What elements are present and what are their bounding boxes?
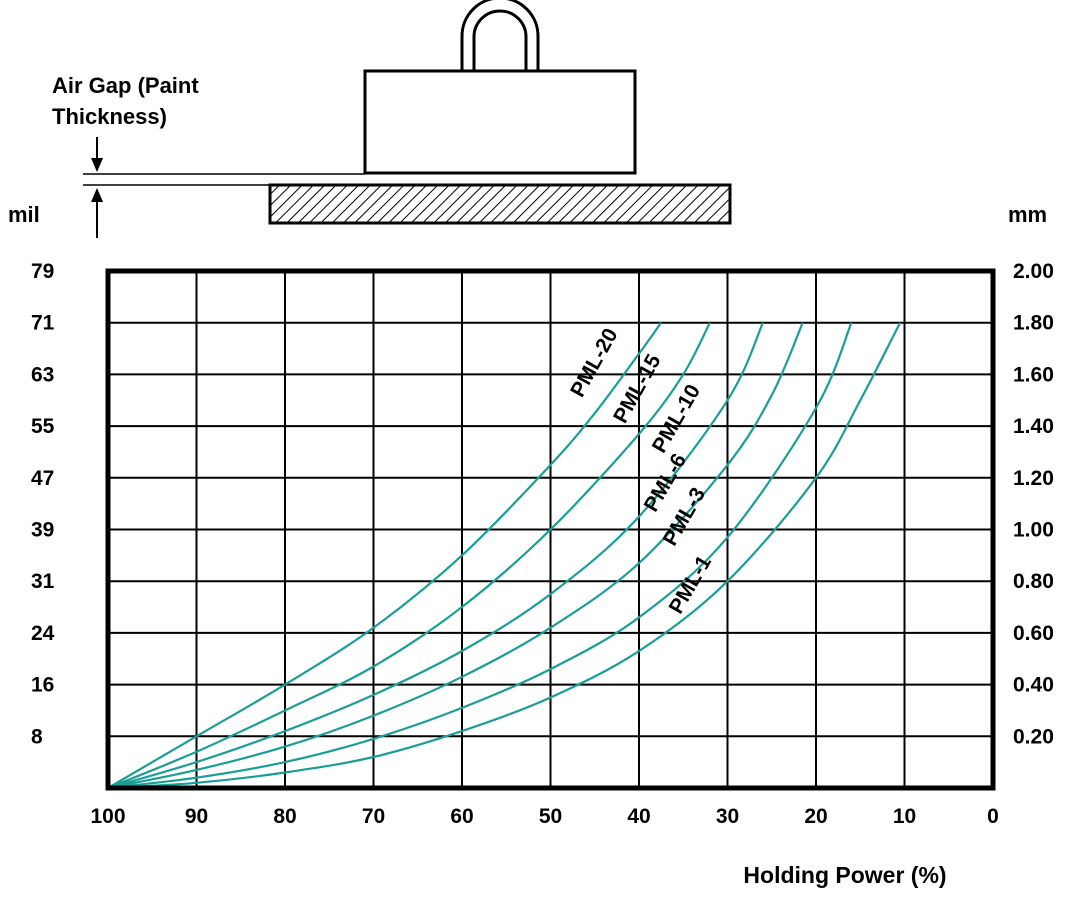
y-tick-label-mm: 0.40 <box>1013 674 1054 697</box>
right-unit-label: mm <box>1008 202 1047 227</box>
chart-series <box>107 322 902 790</box>
x-tick-label: 20 <box>804 805 827 828</box>
y-tick-label-mm: 0.20 <box>1013 725 1054 748</box>
left-unit-label: mil <box>8 202 40 227</box>
series-line-pml-15 <box>107 322 711 790</box>
x-tick-label: 0 <box>987 805 999 828</box>
y-tick-label-mil: 8 <box>31 725 43 748</box>
y-tick-label-mil: 79 <box>31 260 54 283</box>
magnet-body <box>363 69 637 175</box>
plot-frame <box>105 268 996 791</box>
y-tick-label-mil: 55 <box>31 415 55 438</box>
x-axis-title: Holding Power (%) <box>743 862 946 888</box>
x-tick-label: 40 <box>627 805 650 828</box>
x-tick-label: 30 <box>716 805 739 828</box>
steel-plate <box>268 183 732 225</box>
x-tick-label: 100 <box>90 805 125 828</box>
series-line-pml-3 <box>107 322 853 790</box>
magnet-handle-icon <box>460 0 540 73</box>
y-tick-label-mm: 1.20 <box>1013 467 1054 490</box>
series-line-pml-10 <box>107 322 764 790</box>
magnet-diagram: Air Gap (Paint Thickness) mil mm <box>8 0 1047 238</box>
x-tick-label: 80 <box>273 805 296 828</box>
y-tick-label-mil: 71 <box>31 312 55 335</box>
y-tick-label-mm: 1.00 <box>1013 519 1054 542</box>
y-tick-label-mm: 2.00 <box>1013 260 1054 283</box>
y-tick-label-mil: 63 <box>31 363 54 386</box>
x-tick-label: 60 <box>450 805 473 828</box>
x-tick-label: 70 <box>362 805 385 828</box>
y-tick-label-mm: 1.60 <box>1013 363 1054 386</box>
y-tick-label-mm: 1.40 <box>1013 415 1054 438</box>
air-gap-label-line2: Thickness) <box>52 104 167 129</box>
arrow-down-icon <box>91 137 103 172</box>
series-line-pml-6 <box>107 322 804 790</box>
y-tick-label-mm: 0.80 <box>1013 570 1054 593</box>
x-tick-label: 10 <box>893 805 916 828</box>
x-tick-label: 50 <box>539 805 562 828</box>
series-line-pml-20 <box>107 322 662 789</box>
series-line-pml-1 <box>107 322 902 790</box>
arrow-up-icon <box>91 188 103 238</box>
series-label: PML-15 <box>609 350 665 427</box>
y-tick-label-mil: 31 <box>31 570 55 593</box>
air-gap-label-line1: Air Gap (Paint <box>52 73 199 98</box>
y-tick-label-mil: 24 <box>31 622 55 645</box>
chart-ticks: 100 90 80 70 60 50 40 30 20 10 00.2080.40160.60240… <box>31 260 1054 828</box>
y-tick-label-mm: 0.60 <box>1013 622 1054 645</box>
x-tick-label: 90 <box>185 805 208 828</box>
y-tick-label-mil: 47 <box>31 467 54 490</box>
series-label: PML-1 <box>665 551 717 617</box>
y-tick-label-mm: 1.80 <box>1013 312 1054 335</box>
y-tick-label-mil: 39 <box>31 519 54 542</box>
y-tick-label-mil: 16 <box>31 674 54 697</box>
